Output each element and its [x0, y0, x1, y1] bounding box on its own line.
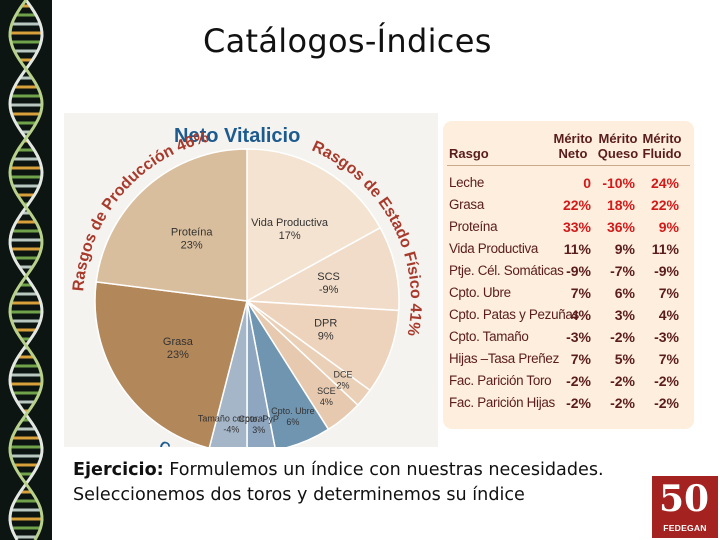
row-value: 36%: [606, 219, 635, 235]
row-trait: Proteína: [449, 219, 498, 234]
row-value: 9%: [614, 241, 635, 257]
slide-title: Catálogos-Índices: [203, 22, 492, 60]
dna-helix-decoration: [0, 0, 52, 540]
header-merito-queso: Mérito Queso: [597, 131, 639, 161]
row-trait: Cpto. Tamaño: [449, 329, 529, 344]
table-row: Vida Productiva 11% 9% 11%: [443, 241, 694, 263]
pie-slice-dpr: [244, 300, 400, 392]
row-value: 6%: [614, 285, 635, 301]
pie-slice-cpto-pyp: [246, 300, 276, 447]
pie-label-dpr: DPR 9%: [314, 317, 337, 342]
table-row: Cpto. Ubre 7% 6% 7%: [443, 285, 694, 307]
header-divider: [447, 165, 690, 166]
pie-label-scs: SCS -9%: [317, 271, 340, 296]
row-trait: Ptje. Cél. Somáticas: [449, 263, 564, 278]
header-merito-neto: Mérito Neto: [553, 131, 593, 161]
row-trait: Leche: [449, 175, 484, 190]
row-value: 11%: [563, 241, 591, 257]
row-value: -3%: [654, 329, 679, 345]
row-value: -9%: [566, 263, 591, 279]
row-value: 3%: [614, 307, 635, 323]
fedegan-logo: 50 FEDEGAN: [652, 476, 718, 538]
row-value: -2%: [566, 373, 591, 389]
row-trait: Fac. Parición Hijas: [449, 395, 555, 410]
row-value: -3%: [566, 329, 591, 345]
row-value: 9%: [658, 219, 679, 235]
exercise-line1: Formulemos un índice con nuestras necesi…: [163, 460, 604, 480]
row-trait: Fac. Parición Toro: [449, 373, 552, 388]
row-value: 11%: [651, 241, 679, 257]
row-value: 24%: [650, 175, 679, 191]
exercise-text: Ejercicio: Formulemos un índice con nues…: [73, 458, 653, 508]
row-trait: Cpto. Patas y Pezuñas: [449, 307, 579, 322]
pie-slice-vida-productiva: [246, 148, 382, 303]
pie-title: Neto Vitalicio: [174, 125, 300, 147]
pie-label-vida-productiva: Vida Productiva 17%: [251, 217, 329, 242]
pie-label-sce: SCE 4%: [317, 386, 336, 407]
merit-table: Mérito Neto Mérito Queso Mérito Fluido Rasg…: [443, 121, 694, 429]
row-trait: Grasa: [449, 197, 484, 212]
row-value: -2%: [566, 395, 591, 411]
row-value: -2%: [610, 329, 635, 345]
pie-slice-scs: [244, 226, 400, 312]
pie-chart-panel: Neto Vitalicio Vida Productiva 17% SCS -9% D…: [64, 113, 438, 447]
row-value: 22%: [650, 197, 679, 213]
pie-slice-cpto-ubre: [246, 300, 330, 447]
table-row: Fac. Parición Hijas -2% -2% -2%: [443, 395, 694, 417]
exercise-label: Ejercicio:: [73, 460, 164, 480]
pie-slice-prote-na: [95, 148, 248, 302]
row-value: 22%: [562, 197, 591, 213]
row-value: -2%: [654, 395, 679, 411]
table-row: Leche 0 -10% 24%: [443, 175, 694, 197]
logo-brand: FEDEGAN: [663, 523, 707, 533]
row-value: -2%: [610, 373, 635, 389]
row-value: 18%: [606, 197, 635, 213]
row-value: 7%: [570, 285, 591, 301]
row-value: -9%: [654, 263, 679, 279]
table-row: Cpto. Patas y Pezuñas 4% 3% 4%: [443, 307, 694, 329]
row-value: -7%: [610, 263, 635, 279]
row-value: 5%: [614, 351, 635, 367]
logo-number: 50: [659, 478, 710, 520]
pie-label-cpto-pyp: Cpto. PyP 3%: [238, 414, 279, 435]
neto-vitalicio-pie-chart: Neto Vitalicio Vida Productiva 17% SCS -9% D…: [70, 125, 424, 447]
pie-label-cpto-ubre: Cpto. Ubre 6%: [271, 406, 315, 427]
pie-label-grasa: Grasa 23%: [163, 336, 194, 361]
table-row: Grasa 22% 18% 22%: [443, 197, 694, 219]
header-merito-fluido: Mérito Fluido: [642, 131, 682, 161]
row-trait: Cpto. Ubre: [449, 285, 511, 300]
row-trait: Hijas –Tasa Preñez: [449, 351, 559, 366]
pie-label-dce: DCE 2%: [333, 369, 352, 390]
row-value: 4%: [658, 307, 679, 323]
header-rasgo: Rasgo: [449, 146, 489, 161]
pie-label-prote-na: Proteína 23%: [171, 226, 213, 251]
table-row: Cpto. Tamaño -3% -2% -3%: [443, 329, 694, 351]
row-value: 0: [583, 175, 591, 191]
table-row: Hijas –Tasa Preñez 7% 5% 7%: [443, 351, 694, 373]
row-trait: Vida Productiva: [449, 241, 539, 256]
row-value: 4%: [570, 307, 591, 323]
row-value: 7%: [658, 285, 679, 301]
table-row: Proteína 33% 36% 9%: [443, 219, 694, 241]
row-value: 33%: [562, 219, 591, 235]
row-value: -2%: [610, 395, 635, 411]
row-value: -2%: [654, 373, 679, 389]
row-value: 7%: [658, 351, 679, 367]
pie-label-tama-o-corporal: Tamaño corporal -4%: [198, 414, 265, 435]
row-value: 7%: [570, 351, 591, 367]
table-row: Fac. Parición Toro -2% -2% -2%: [443, 373, 694, 395]
exercise-line2: Seleccionemos dos toros y determinemos s…: [73, 485, 525, 505]
row-value: -10%: [602, 175, 635, 191]
table-row: Ptje. Cél. Somáticas -9% -7% -9%: [443, 263, 694, 285]
pie-slice-grasa: [94, 281, 248, 447]
